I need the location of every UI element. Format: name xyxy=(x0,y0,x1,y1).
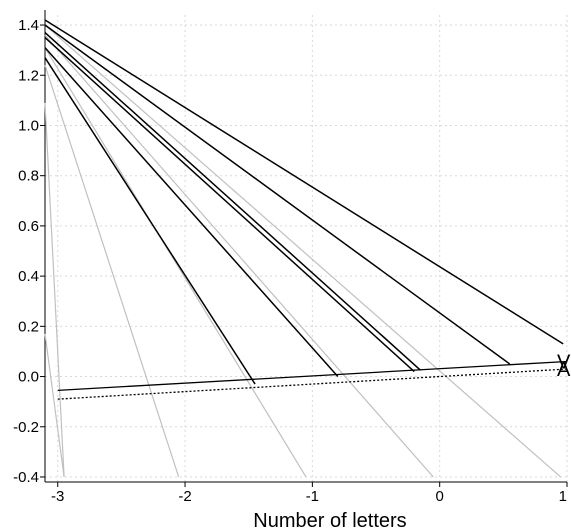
y-tick-label: 0.2 xyxy=(18,318,39,335)
axes xyxy=(40,10,568,487)
series-line-dark xyxy=(44,37,415,373)
x-tick-label: -2 xyxy=(178,488,191,505)
x-tick-label: 0 xyxy=(436,488,444,505)
series-line-dark xyxy=(44,19,564,345)
y-tick-labels: -0.4 -0.2 0.0 0.2 0.4 0.6 0.8 1.0 1.2 1.4 xyxy=(13,17,39,486)
series-line-light xyxy=(44,47,307,478)
x-tick-labels: -3 -2 -1 0 1 xyxy=(51,488,567,505)
series-line-light xyxy=(44,24,562,478)
reference-label-v: V xyxy=(557,351,571,373)
series-line-dark xyxy=(44,57,256,385)
y-tick-label: 0.4 xyxy=(18,268,39,285)
series-line-dark xyxy=(44,47,339,378)
y-tick-label: -0.4 xyxy=(13,469,39,486)
y-tick-label: 1.2 xyxy=(18,67,39,84)
series-lines xyxy=(44,19,564,478)
grid-lines xyxy=(45,15,568,482)
series-line-dark xyxy=(44,24,511,365)
reference-line-v xyxy=(57,360,568,392)
x-tick-label: -3 xyxy=(51,488,64,505)
series-line-dark xyxy=(44,32,422,371)
y-tick-label: 0.8 xyxy=(18,168,39,185)
x-tick-label: -1 xyxy=(306,488,319,505)
series-line-light xyxy=(44,65,180,478)
x-axis-title: Number of letters xyxy=(253,510,406,531)
reference-label-a: A xyxy=(557,359,571,381)
series-line-light xyxy=(44,102,65,478)
series-line-light xyxy=(44,333,65,478)
y-tick-label: 1.0 xyxy=(18,117,39,134)
series-line-light xyxy=(44,34,434,478)
x-tick-label: 1 xyxy=(559,488,567,505)
y-tick-label: -0.2 xyxy=(13,419,39,436)
y-tick-label: 1.4 xyxy=(18,17,39,34)
reference-lines: VA xyxy=(57,351,571,400)
y-tick-label: 0.0 xyxy=(18,369,39,386)
y-tick-label: 0.6 xyxy=(18,218,39,235)
reference-line-a xyxy=(57,368,568,400)
